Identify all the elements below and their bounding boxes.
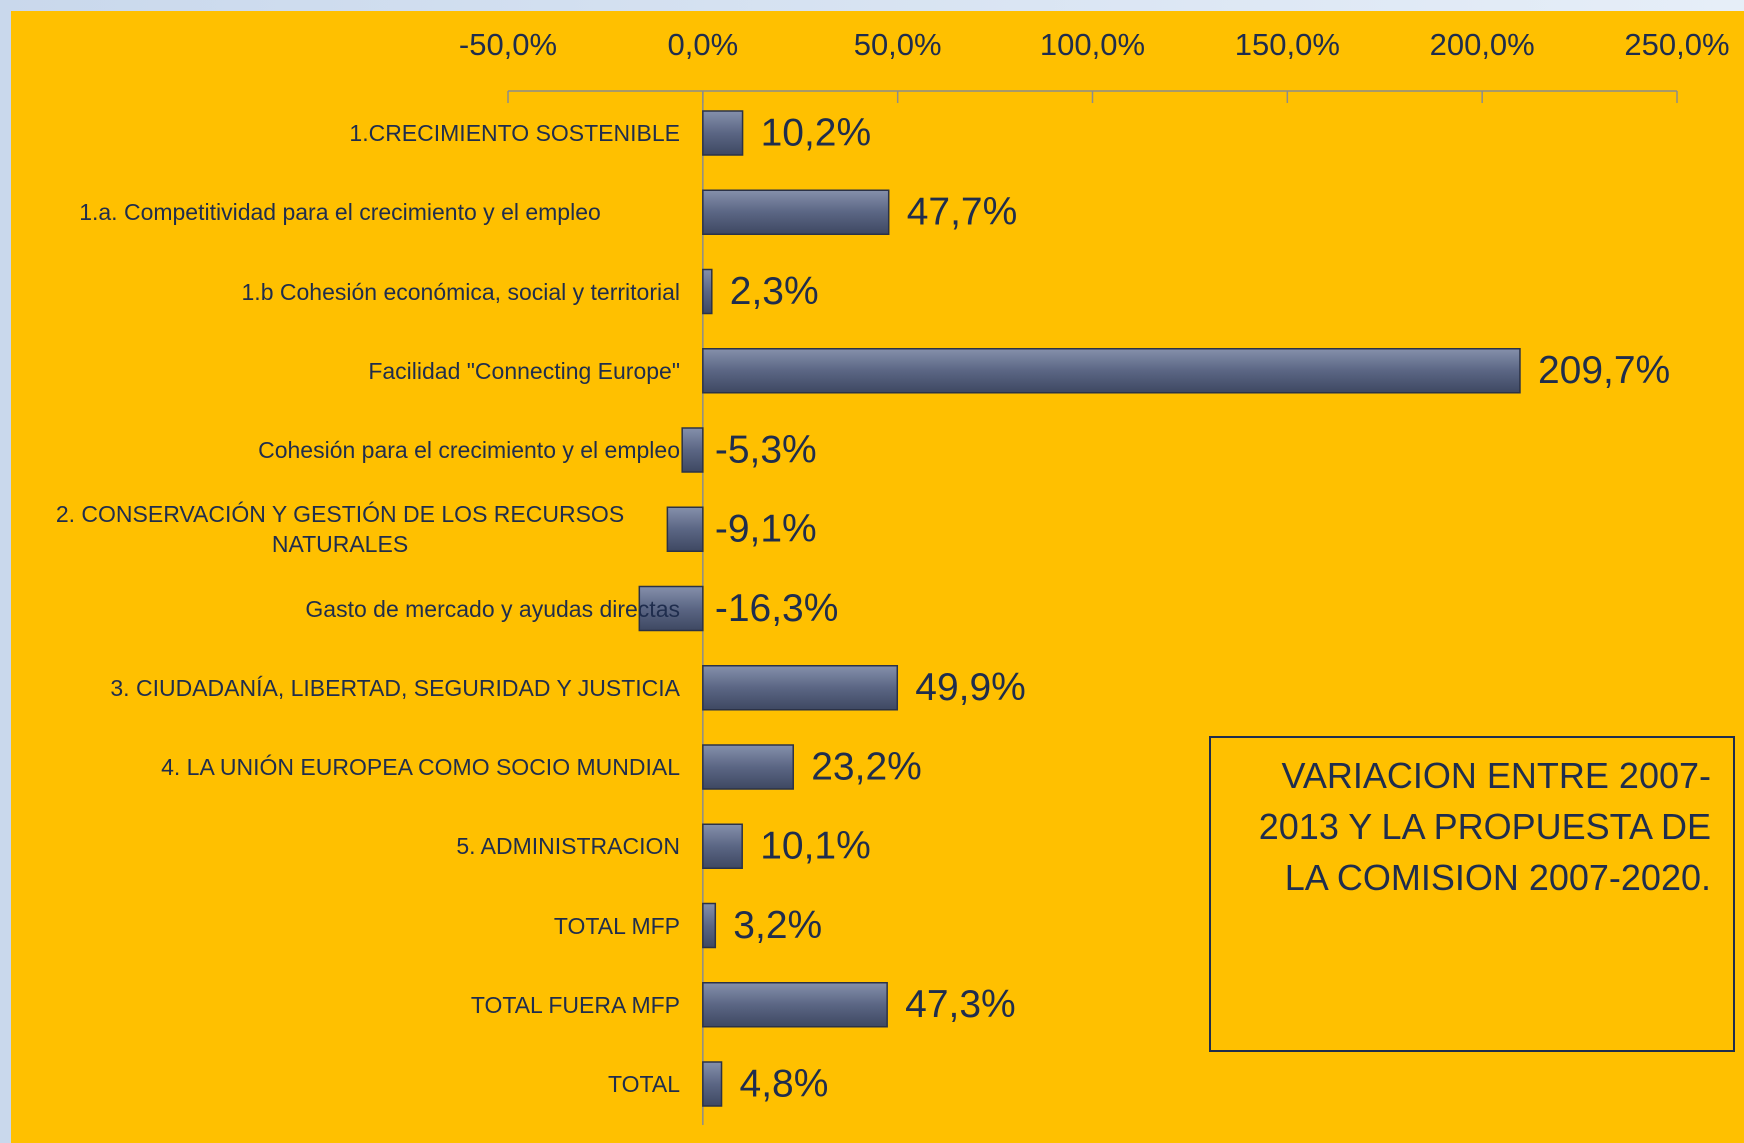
value-label: 23,2% <box>811 745 922 788</box>
category-label: TOTAL FUERA MFP <box>470 991 680 1018</box>
bar <box>702 823 743 869</box>
x-tick-label: -50,0% <box>459 27 557 62</box>
category-label: Gasto de mercado y ayudas directas <box>305 595 680 622</box>
value-label: -5,3% <box>715 428 817 471</box>
x-tick-label: 100,0% <box>1040 27 1145 62</box>
x-tick-label: 50,0% <box>854 27 942 62</box>
category-label: 1.a. Competitividad para el crecimiento … <box>79 199 601 226</box>
category-label: 1.b Cohesión económica, social y territo… <box>241 278 680 305</box>
bar <box>702 110 744 156</box>
annotation: VARIACION ENTRE 2007-2013 Y LA PROPUESTA… <box>1209 736 1735 1052</box>
value-label: 10,1% <box>760 825 871 868</box>
value-label: 2,3% <box>730 270 819 313</box>
category-label: Facilidad "Connecting Europe" <box>368 357 680 384</box>
value-label: 10,2% <box>761 111 872 154</box>
bar <box>702 268 713 315</box>
category-label: 4. LA UNIÓN EUROPEA COMO SOCIO MUNDIAL <box>161 754 680 780</box>
bar <box>702 189 890 235</box>
bar <box>702 665 899 711</box>
value-label: 47,7% <box>907 191 1018 234</box>
bar <box>702 982 888 1028</box>
bar <box>702 348 1521 394</box>
bar <box>702 902 717 949</box>
value-label: 3,2% <box>733 904 822 947</box>
category-label: 2. CONSERVACIÓN Y GESTIÓN DE LOS RECURSO… <box>55 501 625 558</box>
category-label: 3. CIUDADANÍA, LIBERTAD, SEGURIDAD Y JUS… <box>110 674 680 701</box>
value-label: 47,3% <box>905 983 1016 1026</box>
x-tick-label: 0,0% <box>667 27 738 62</box>
category-label: TOTAL MFP <box>553 912 680 939</box>
category-label: TOTAL <box>608 1071 680 1097</box>
bar <box>638 585 704 632</box>
category-label: 1.CRECIMIENTO SOSTENIBLE <box>349 120 680 146</box>
value-label: -9,1% <box>715 508 817 551</box>
bar <box>702 744 794 790</box>
x-tick-label: 150,0% <box>1235 27 1340 62</box>
bar <box>681 427 704 473</box>
value-label: 4,8% <box>740 1062 829 1105</box>
value-label: -16,3% <box>715 587 839 630</box>
x-tick-label: 250,0% <box>1624 27 1729 62</box>
bar <box>666 506 704 552</box>
bar <box>702 1061 723 1107</box>
value-label: 49,9% <box>915 666 1026 709</box>
x-tick-label: 200,0% <box>1430 27 1535 62</box>
value-label: 209,7% <box>1538 349 1670 392</box>
category-label: Cohesión para el crecimiento y el empleo <box>258 437 680 463</box>
category-label: 5. ADMINISTRACION <box>456 833 680 860</box>
